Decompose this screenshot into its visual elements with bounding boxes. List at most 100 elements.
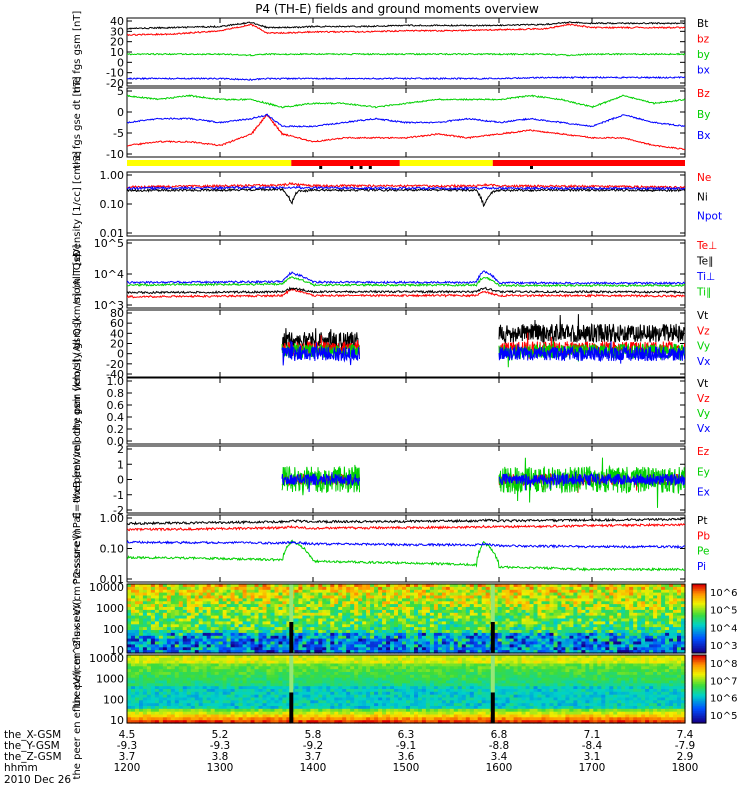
heatmap-cell	[266, 660, 272, 665]
heatmap-cell	[139, 621, 144, 625]
heatmap-cell	[493, 592, 499, 597]
heatmap-cell	[242, 691, 248, 696]
heatmap-cell	[166, 586, 172, 591]
heatmap-cell	[135, 644, 140, 648]
heatmap-cell	[410, 632, 415, 637]
heatmap-cell	[127, 691, 132, 696]
heatmap-cell	[657, 598, 662, 602]
heatmap-cell	[505, 589, 511, 594]
heatmap-cell	[186, 697, 192, 701]
colorbar-cell	[692, 642, 706, 645]
heatmap-cell	[154, 689, 160, 693]
heatmap-cell	[633, 618, 638, 622]
heatmap-cell	[282, 655, 287, 659]
heatmap-cell	[481, 632, 487, 637]
heatmap-cell	[406, 598, 411, 602]
heatmap-cell	[354, 601, 359, 605]
heatmap-cell	[282, 708, 287, 713]
heatmap-cell	[298, 669, 303, 673]
heatmap-cell	[633, 601, 638, 605]
heatmap-cell	[186, 720, 192, 724]
heatmap-cell	[457, 647, 463, 651]
heatmap-cell	[366, 644, 371, 648]
panel-frame	[126, 239, 686, 309]
heatmap-cell	[182, 641, 188, 645]
heatmap-cell	[613, 601, 618, 605]
heatmap-cell	[637, 604, 642, 608]
heatmap-cell	[178, 711, 184, 716]
heatmap-cell	[170, 604, 176, 608]
heatmap-cell	[170, 672, 176, 676]
heatmap-cell	[266, 669, 272, 673]
heatmap-cell	[318, 691, 323, 696]
heatmap-cell	[481, 595, 487, 599]
heatmap-cell	[513, 586, 519, 591]
heatmap-cell	[286, 708, 291, 713]
heatmap-cell	[302, 666, 307, 670]
heatmap-cell	[649, 595, 654, 599]
heatmap-cell	[182, 657, 188, 662]
heatmap-cell	[210, 638, 216, 643]
heatmap-cell	[541, 601, 547, 605]
heatmap-cell	[170, 635, 176, 640]
heatmap-cell	[310, 586, 315, 591]
heatmap-cell	[202, 700, 208, 704]
heatmap-cell	[186, 609, 192, 614]
heatmap-cell	[406, 592, 411, 597]
heatmap-cell	[681, 621, 686, 625]
colorbar-cell	[692, 620, 706, 623]
heatmap-cell	[230, 706, 236, 710]
heatmap-cell	[226, 624, 232, 628]
heatmap-cell	[437, 644, 443, 648]
heatmap-cell	[242, 669, 248, 673]
heatmap-cell	[230, 609, 236, 614]
heatmap-cell	[537, 595, 543, 599]
heatmap-cell	[573, 595, 578, 599]
heatmap-cell	[481, 650, 487, 654]
heatmap-cell	[310, 703, 315, 707]
heatmap-cell	[609, 607, 614, 611]
heatmap-cell	[429, 624, 435, 628]
heatmap-cell	[230, 714, 236, 718]
heatmap-cell	[505, 647, 511, 651]
heatmap-cell	[298, 717, 303, 721]
heatmap-cell	[617, 615, 622, 620]
heatmap-cell	[198, 677, 204, 682]
heatmap-cell	[330, 589, 335, 594]
heatmap-cell	[585, 621, 590, 625]
heatmap-cell	[481, 586, 487, 591]
heatmap-cell	[246, 630, 252, 634]
heatmap-cell	[641, 644, 646, 648]
heatmap-cell	[346, 641, 351, 645]
heatmap-cell	[473, 630, 479, 634]
heatmap-cell	[657, 584, 662, 588]
heatmap-cell	[541, 612, 547, 617]
heatmap-cell	[366, 632, 371, 637]
heatmap-cell	[310, 655, 315, 659]
heatmap-cell	[270, 598, 276, 602]
heatmap-cell	[322, 700, 327, 704]
heatmap-cell	[139, 663, 144, 667]
heatmap-cell	[318, 632, 323, 637]
heatmap-cell	[182, 691, 188, 696]
heatmap-cell	[282, 686, 287, 690]
heatmap-cell	[154, 592, 160, 597]
heatmap-cell	[338, 644, 343, 648]
heatmap-cell	[669, 624, 674, 628]
heatmap-cell	[493, 624, 499, 628]
heatmap-cell	[465, 630, 471, 634]
heatmap-cell	[170, 660, 176, 665]
heatmap-cell	[318, 641, 323, 645]
heatmap-cell	[425, 607, 431, 611]
heatmap-cell	[282, 720, 287, 724]
heatmap-cell	[609, 592, 614, 597]
series-line-Ti⊥	[127, 270, 685, 286]
heatmap-cell	[398, 624, 403, 628]
heatmap-cell	[250, 627, 256, 631]
heatmap-cell	[485, 592, 491, 597]
heatmap-cell	[298, 632, 303, 637]
heatmap-cell	[461, 592, 467, 597]
heatmap-cell	[517, 621, 523, 625]
heatmap-cell	[166, 686, 172, 690]
heatmap-cell	[258, 720, 264, 724]
